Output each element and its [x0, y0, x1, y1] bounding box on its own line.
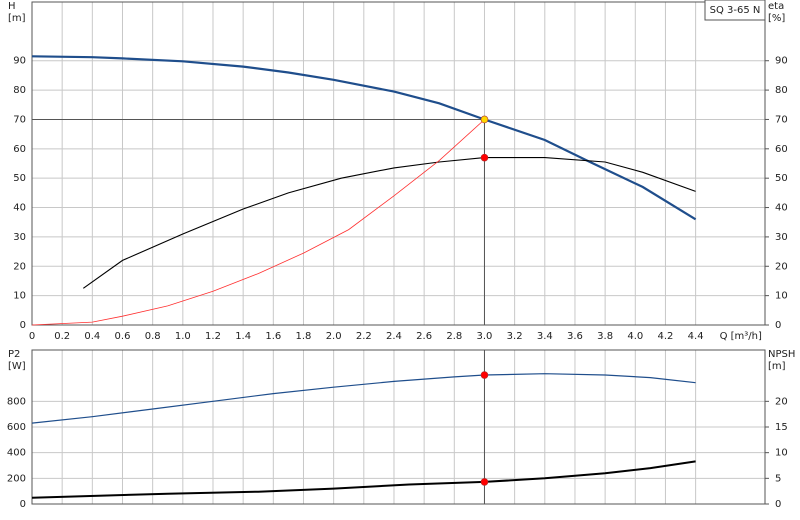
x-tick-label: 1.0 [175, 331, 191, 342]
curve [82, 157, 696, 289]
y-tick-label: 90 [13, 56, 26, 67]
x-tick-label: 1.6 [265, 331, 281, 342]
y2-axis-label: eta [768, 1, 784, 12]
y2-tick-label: 70 [775, 114, 788, 125]
y-tick-label: 40 [13, 203, 26, 214]
y2-tick-label: 30 [775, 232, 788, 243]
x-tick-label: 1.8 [296, 331, 312, 342]
curve [31, 119, 485, 326]
y-tick-label: 0 [20, 320, 26, 331]
y2-tick-label: 90 [775, 56, 788, 67]
title-box [704, 0, 766, 21]
y2-tick-label: 15 [775, 422, 788, 433]
y-tick-label: 50 [13, 173, 26, 184]
duty-point [480, 115, 489, 124]
x-tick-label: 1.2 [205, 331, 221, 342]
x-tick-label: 0 [29, 331, 35, 342]
y2-tick-label: 20 [775, 261, 788, 272]
x-tick-label: 2.6 [416, 331, 432, 342]
x-tick-label: 1.4 [235, 331, 251, 342]
y-tick-label: 30 [13, 232, 26, 243]
y-axis-unit: [m] [8, 13, 26, 24]
x-tick-label: 4.4 [688, 331, 704, 342]
plot-frame [31, 1, 766, 326]
y-tick-label: 800 [7, 396, 26, 407]
x-tick-label: 2.4 [386, 331, 402, 342]
y-tick-label: 10 [13, 291, 26, 302]
duty-point [480, 478, 489, 486]
x-tick-label: 0.4 [84, 331, 100, 342]
y-axis-label: P2 [8, 349, 20, 360]
y2-axis-unit: [m] [768, 361, 786, 372]
x-tick-label: 4.0 [627, 331, 643, 342]
y-tick-label: 200 [7, 473, 26, 484]
x-tick-label: 3.0 [477, 331, 493, 342]
y2-axis-unit: [%] [768, 13, 785, 24]
x-tick-label: 0.8 [145, 331, 161, 342]
y2-tick-label: 20 [775, 396, 788, 407]
x-tick-label: 3.8 [597, 331, 613, 342]
x-tick-label: 2.0 [326, 331, 342, 342]
x-tick-label: 3.4 [537, 331, 553, 342]
y-tick-label: 0 [20, 499, 26, 510]
y2-tick-label: 10 [775, 448, 788, 459]
y2-tick-label: 0 [775, 320, 781, 331]
chart-title: SQ 3-65 N [710, 5, 761, 16]
x-tick-label: 0.6 [115, 331, 131, 342]
curve [31, 55, 697, 221]
y-tick-label: 600 [7, 422, 26, 433]
x-tick-label: 2.8 [446, 331, 462, 342]
duty-point [480, 153, 489, 162]
y2-tick-label: 50 [775, 173, 788, 184]
y2-tick-label: 0 [775, 499, 781, 510]
curve [31, 373, 696, 424]
x-axis-label: Q [m³/h] [720, 331, 762, 342]
y-tick-label: 400 [7, 448, 26, 459]
y-tick-label: 20 [13, 261, 26, 272]
y2-tick-label: 80 [775, 85, 788, 96]
x-tick-label: 3.2 [507, 331, 523, 342]
x-tick-label: 4.2 [658, 331, 674, 342]
y2-axis-label: NPSH [768, 349, 795, 360]
y-tick-label: 80 [13, 85, 26, 96]
y-axis-label: H [8, 1, 16, 12]
x-tick-label: 2.2 [356, 331, 372, 342]
duty-point [480, 371, 489, 379]
y2-tick-label: 5 [775, 473, 781, 484]
y2-tick-label: 40 [775, 203, 788, 214]
y-tick-label: 60 [13, 144, 26, 155]
curve [31, 460, 696, 499]
x-tick-label: 3.6 [567, 331, 583, 342]
plot-frame [31, 349, 766, 505]
y-axis-unit: [W] [8, 361, 26, 372]
y2-tick-label: 10 [775, 291, 788, 302]
y-tick-label: 70 [13, 114, 26, 125]
x-tick-label: 0.2 [54, 331, 70, 342]
y2-tick-label: 60 [775, 144, 788, 155]
